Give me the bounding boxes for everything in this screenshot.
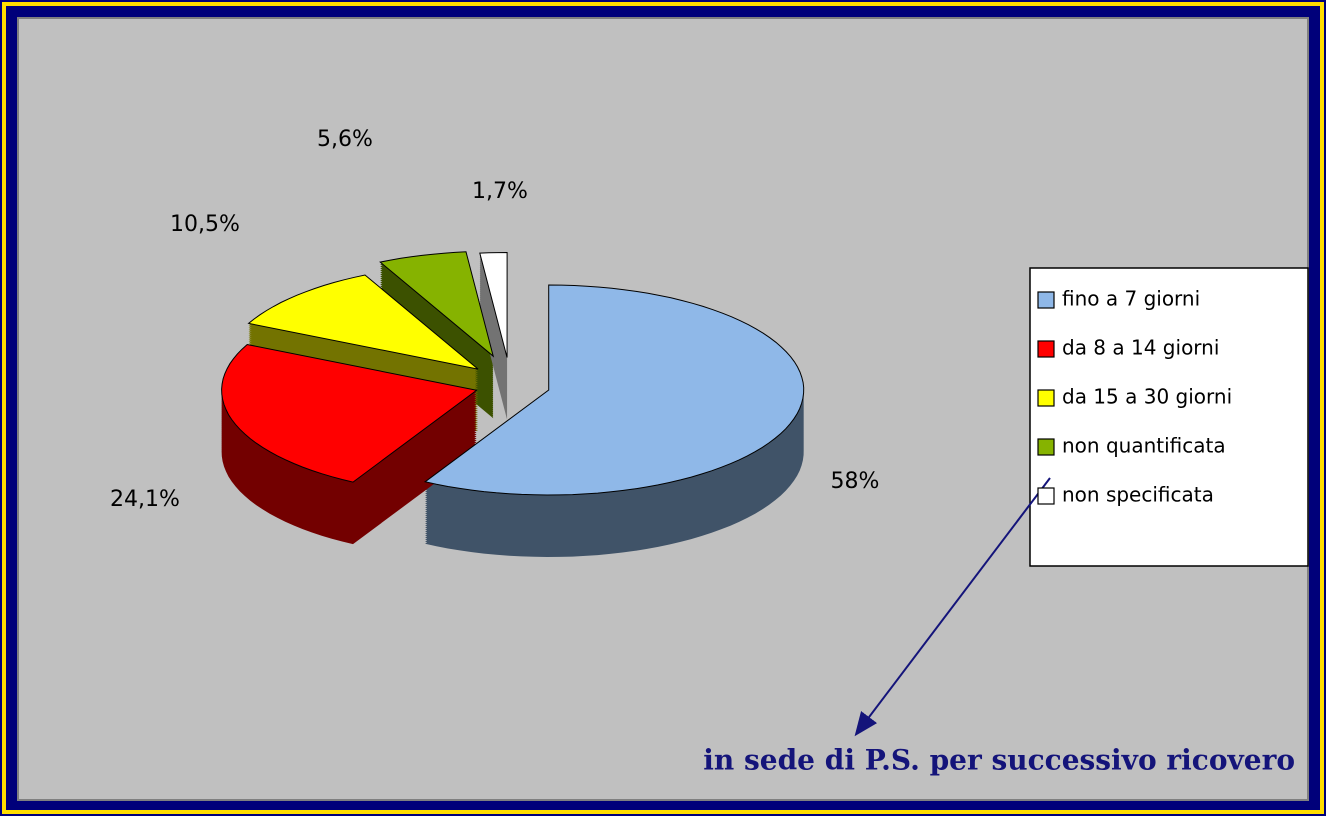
data-label: 1,7% (472, 179, 528, 204)
legend (1029, 267, 1309, 567)
legend-label: non quantificata (1062, 434, 1226, 458)
legend-swatch (1037, 291, 1055, 309)
annotation-arrow (854, 477, 1051, 737)
slice (479, 251, 508, 358)
legend-label: fino a 7 giorni (1062, 287, 1200, 311)
legend-label: da 15 a 30 giorni (1062, 385, 1232, 409)
legend-label: non specificata (1062, 483, 1214, 507)
slice (247, 274, 479, 370)
legend-swatch (1037, 487, 1055, 505)
legend-swatch (1037, 340, 1055, 358)
slice (379, 251, 495, 358)
data-label: 10,5% (170, 212, 240, 237)
data-label: 58% (831, 469, 880, 494)
slice (423, 284, 805, 496)
legend-swatch (1037, 438, 1055, 456)
annotation: in sede di P.S. per successivo ricovero (703, 744, 1295, 777)
data-label: 5,6% (317, 127, 373, 152)
legend-swatch (1037, 389, 1055, 407)
legend-label: da 8 a 14 giorni (1062, 336, 1219, 360)
slice (221, 343, 478, 483)
data-label: 24,1% (110, 487, 180, 512)
